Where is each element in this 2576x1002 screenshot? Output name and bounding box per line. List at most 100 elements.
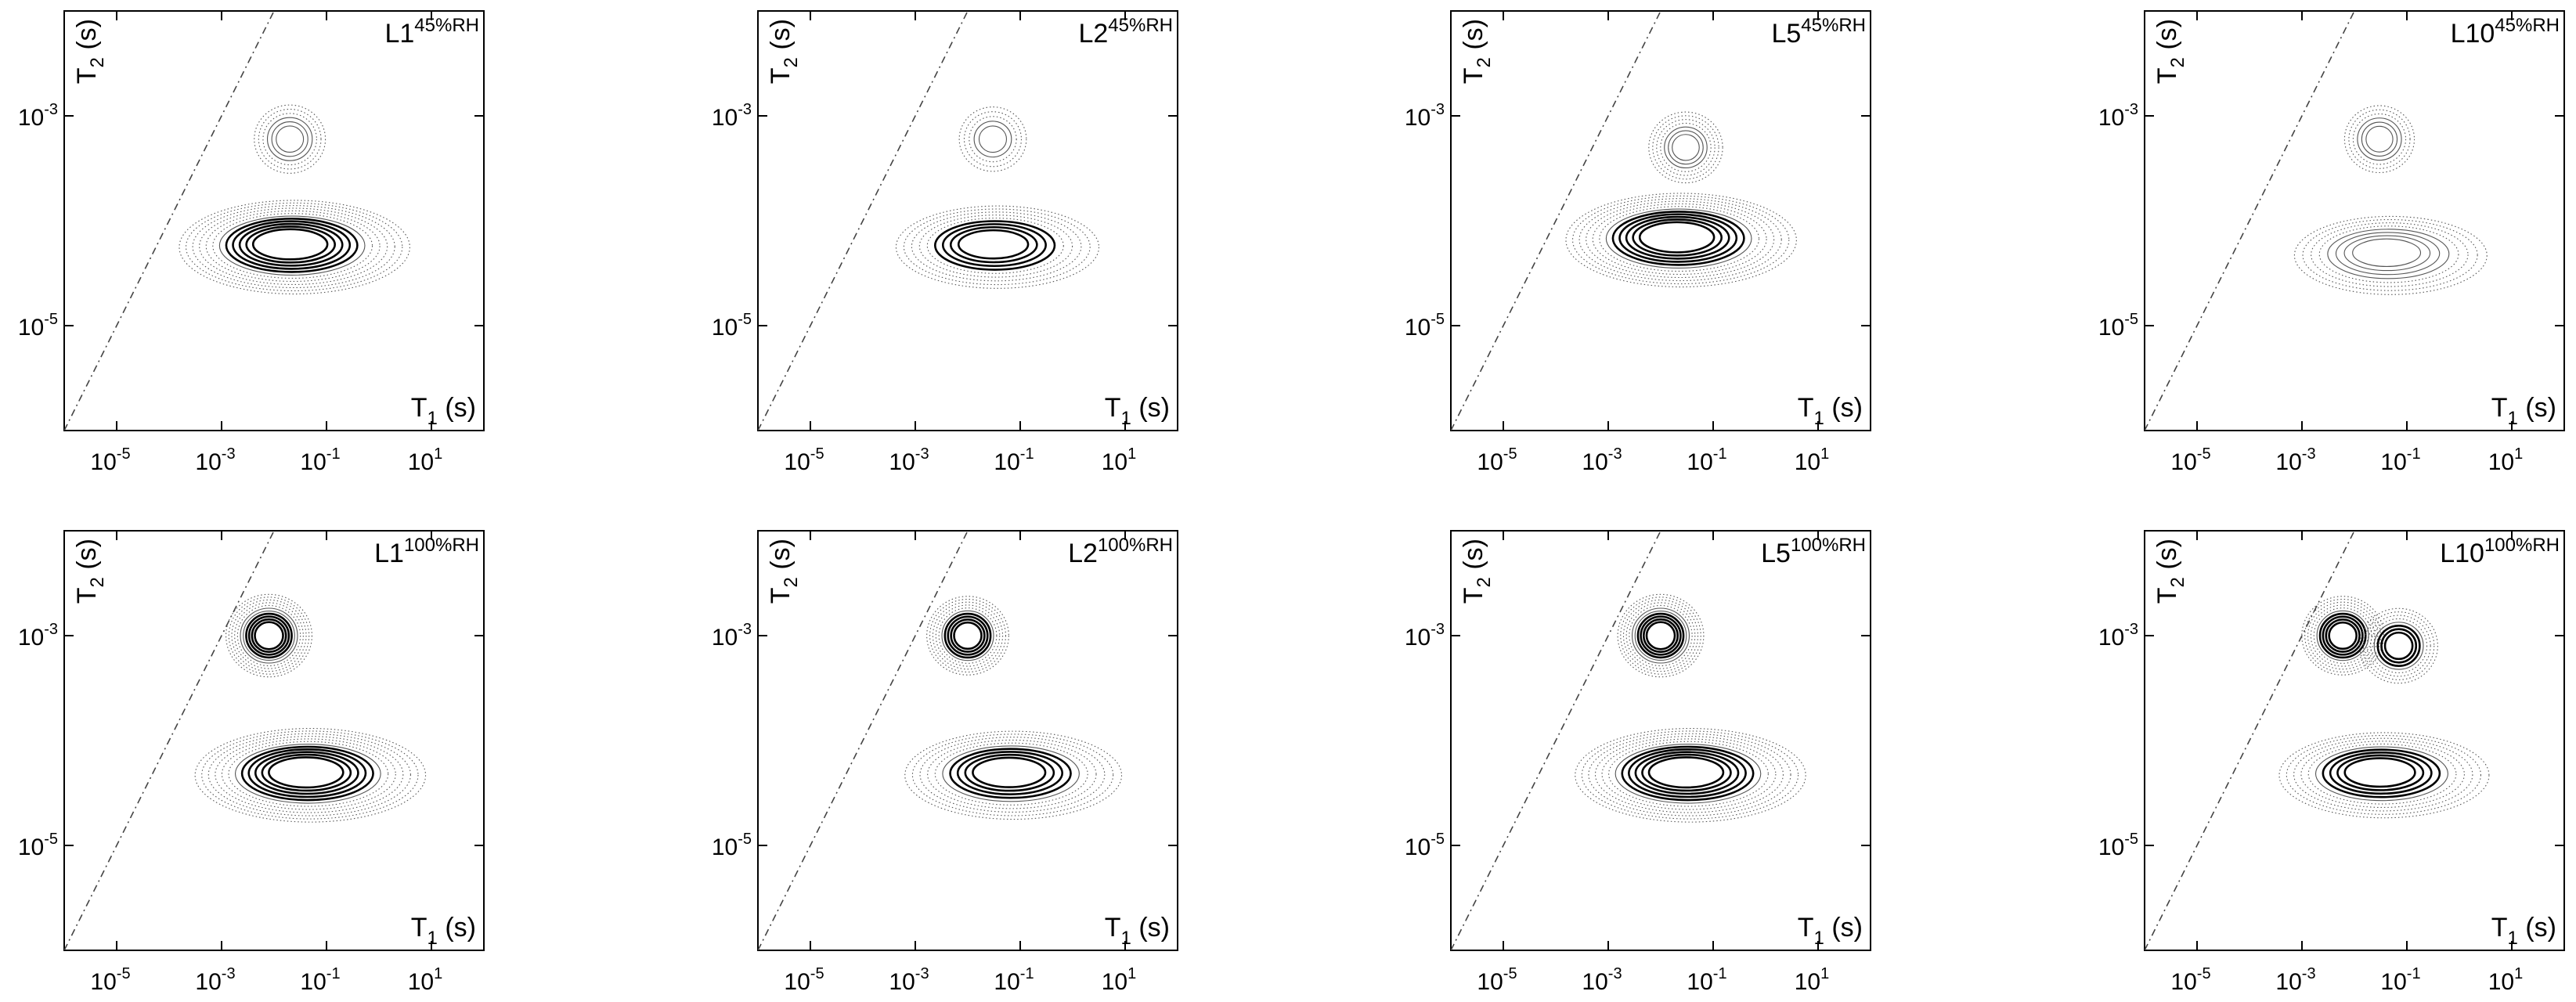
x-axis-label: T1 (s) (411, 393, 476, 429)
y-axis-label: T2 (s) (1459, 539, 1495, 604)
panel-8: 10-5 10-3 10-1 101 10-3 10-5 L10100%RH T1 (s) T2… (2098, 530, 2565, 995)
contour-line (2383, 631, 2414, 661)
contour-line (1668, 130, 1704, 165)
contour-peak (958, 106, 1027, 172)
y-tick-label: 10-3 (712, 621, 752, 651)
axes-frame (2144, 530, 2565, 951)
x-tick-label: 101 (1102, 965, 1137, 995)
contour-line (956, 751, 1064, 795)
contour-line (1571, 195, 1790, 285)
contour-line (953, 621, 983, 651)
contour-line (218, 215, 366, 276)
x-tick-label: 101 (408, 445, 443, 475)
contour-line (2373, 622, 2424, 670)
contour-line (247, 615, 290, 656)
x-tick-label: 10-3 (2275, 445, 2315, 475)
contour-line (2343, 235, 2431, 272)
contour-line (1592, 203, 1767, 276)
x-tick-label: 101 (1102, 445, 1137, 475)
contour-line (949, 748, 1072, 799)
contour-line (973, 121, 1012, 158)
contour-line (236, 604, 301, 667)
contour-line (238, 222, 344, 267)
contour-peak (225, 593, 312, 678)
contour-line (949, 225, 1038, 264)
contour-line (207, 733, 411, 816)
x-axis-label: T1 (s) (2491, 913, 2556, 949)
diagonal-reference-line (1451, 11, 1661, 431)
diagonal-reference-line (1451, 531, 1661, 950)
contour-line (276, 125, 305, 153)
axes-frame (63, 530, 485, 951)
contour-line (1638, 221, 1716, 254)
contour-line (205, 210, 381, 283)
axes-frame (1450, 10, 1871, 431)
contour-group (194, 593, 427, 823)
contour-line (1599, 206, 1760, 272)
contour-line (2311, 222, 2469, 287)
contour-line (266, 117, 313, 161)
x-axis-label: T1 (s) (2491, 393, 2556, 429)
contour-line (958, 106, 1027, 172)
contour-line (2300, 741, 2465, 809)
contour-line (225, 593, 312, 678)
panel-label: L1100%RH (374, 535, 479, 568)
x-axis-label: T1 (s) (411, 913, 476, 949)
contour-line (963, 111, 1023, 168)
panel-5: 10-5 10-3 10-1 101 10-3 10-5 L1100%RH T1 (s) T2 … (18, 530, 485, 995)
contour-line (2336, 754, 2425, 791)
contour-line (271, 121, 308, 157)
y-tick-label: 10-3 (1405, 621, 1445, 651)
y-tick-label: 10-3 (18, 101, 58, 131)
contour-line (232, 220, 352, 270)
contour-line (201, 730, 419, 820)
y-tick-label: 10-3 (18, 621, 58, 651)
contour-line (2302, 218, 2478, 291)
contour-line (247, 748, 367, 798)
y-tick-label: 10-3 (2098, 101, 2138, 131)
contour-line (225, 218, 359, 273)
contour-line (1664, 126, 1708, 169)
contour-line (2322, 748, 2441, 798)
x-tick-label: 10-3 (2275, 965, 2315, 995)
contour-line (926, 596, 1009, 676)
contour-line (1617, 593, 1705, 678)
contour-line (2348, 109, 2411, 169)
contour-line (1625, 215, 1730, 260)
x-tick-label: 101 (1795, 965, 1830, 995)
x-tick-label: 101 (1795, 445, 1830, 475)
x-tick-label: 10-5 (2170, 965, 2210, 995)
y-tick-label: 10-5 (1405, 311, 1445, 341)
contour-line (243, 610, 295, 661)
x-tick-label: 10-3 (889, 965, 929, 995)
y-tick-label: 10-5 (712, 831, 752, 860)
contour-peak (1648, 111, 1723, 184)
contour-line (2352, 238, 2422, 268)
x-tick-label: 10-5 (784, 445, 824, 475)
y-axis-label: T2 (s) (72, 19, 108, 84)
contour-group (2293, 105, 2488, 295)
contour-line (2376, 624, 2421, 667)
contour-peak (254, 104, 327, 174)
x-tick-label: 101 (2488, 965, 2524, 995)
contour-line (2362, 611, 2435, 680)
contour-line (2352, 113, 2407, 165)
panel-1: 10-5 10-3 10-1 101 10-3 10-5 L145%RH T1 (s) T2 (… (18, 10, 485, 475)
x-axis-label: T1 (s) (1105, 913, 1170, 949)
y-axis-label: T2 (s) (2152, 19, 2188, 84)
contour-line (929, 598, 1007, 673)
contour-line (258, 108, 322, 170)
contour-line (1628, 748, 1747, 798)
contour-line (268, 756, 345, 789)
panel-label: L1045%RH (2451, 15, 2560, 49)
contour-group (179, 104, 410, 295)
x-tick-label: 10-5 (90, 965, 130, 995)
contour-line (1615, 744, 1762, 804)
contour-line (950, 618, 986, 653)
contour-line (254, 621, 284, 651)
x-axis-label: T1 (s) (1798, 393, 1863, 429)
y-tick-label: 10-3 (2098, 621, 2138, 651)
x-tick-label: 10-3 (889, 445, 929, 475)
contour-peak (2301, 596, 2385, 676)
axes-frame (63, 10, 485, 431)
